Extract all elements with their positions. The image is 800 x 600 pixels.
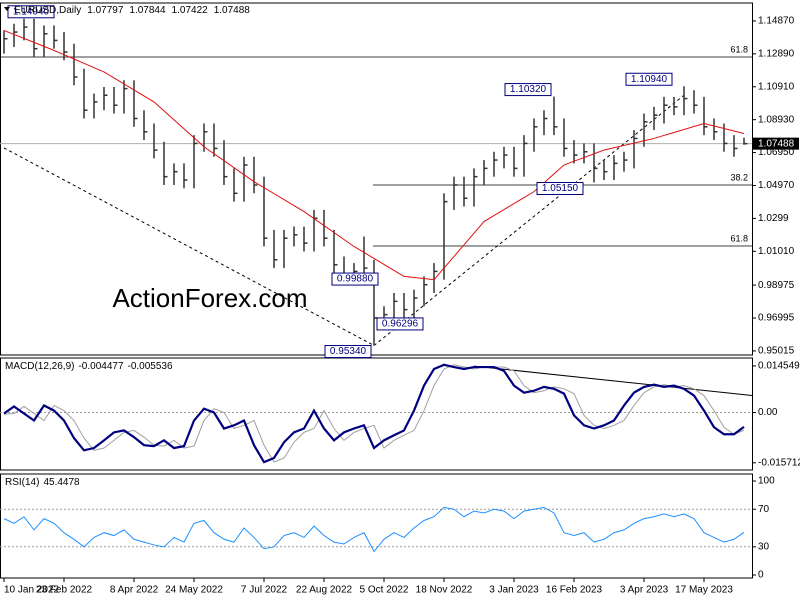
indicator-line xyxy=(3,363,745,464)
panel-frame xyxy=(0,2,753,356)
ohlc-value: 1.07797 xyxy=(87,5,124,16)
y-tick-label: 1.04970 xyxy=(758,180,795,191)
x-tick-label: 7 Jul 2022 xyxy=(241,585,288,596)
indicator-value: -0.004477 xyxy=(78,361,123,372)
trendline xyxy=(473,365,753,397)
trendline xyxy=(373,94,685,346)
x-tick-label: 16 Feb 2023 xyxy=(546,585,603,596)
y-tick-label: 0.00 xyxy=(758,407,778,418)
price-annotation: 0.99880 xyxy=(337,274,374,285)
y-tick-label: 30 xyxy=(758,541,770,552)
trendline xyxy=(3,147,375,346)
y-tick-label: 0.95015 xyxy=(758,346,795,357)
price-annotation: 1.10940 xyxy=(631,74,668,85)
panel-frame xyxy=(0,473,753,579)
indicator-header: MACD(12,26,9) -0.004477 -0.005536 xyxy=(5,361,173,372)
x-tick-label: 3 Jan 2023 xyxy=(489,585,539,596)
chart-header: EURUSD,Daily 1.07797 1.07844 1.07422 1.07488 xyxy=(14,5,250,16)
x-tick-label: 8 Apr 2022 xyxy=(110,585,159,596)
symbol: EURUSD,Daily xyxy=(14,5,81,16)
indicator-header: RSI(14) 45.4478 xyxy=(5,477,80,488)
y-tick-label: 100 xyxy=(758,476,775,487)
current-price-label: 1.07488 xyxy=(758,138,795,149)
y-tick-label: 1.14870 xyxy=(758,16,795,27)
ohlc-value: 1.07488 xyxy=(214,5,251,16)
y-tick-label: -0.015712 xyxy=(758,457,800,468)
x-tick-label: 24 May 2022 xyxy=(165,585,223,596)
fib-label: 61.8 xyxy=(730,44,748,54)
x-tick-label: 10 Jan 2022 xyxy=(4,585,59,596)
indicator-line xyxy=(3,506,745,553)
y-tick-label: 1.01010 xyxy=(758,246,795,257)
y-tick-label: 0 xyxy=(758,570,764,581)
price-annotation-box xyxy=(331,272,379,286)
y-tick-label: 0.98975 xyxy=(758,280,795,291)
x-tick-label: 22 Aug 2022 xyxy=(296,585,353,596)
price-annotation-box xyxy=(324,345,372,359)
price-annotation: 1.14940 xyxy=(13,6,50,17)
y-tick-label: 1.10910 xyxy=(758,81,795,92)
fib-label: 61.8 xyxy=(730,233,748,243)
price-annotation: 1.05150 xyxy=(542,183,579,194)
price-annotation-box xyxy=(536,181,584,195)
price-annotation: 0.95340 xyxy=(330,346,367,357)
price-annotation-box xyxy=(625,72,673,86)
price-annotation: 0.96296 xyxy=(382,319,419,330)
x-tick-label: 23 Feb 2022 xyxy=(36,585,93,596)
price-annotation-box xyxy=(504,83,552,97)
indicator-title: MACD(12,26,9) xyxy=(5,361,74,372)
y-tick-label: 0.014549 xyxy=(758,361,800,372)
price-annotation-box xyxy=(7,5,55,19)
indicator-value: -0.005536 xyxy=(128,361,173,372)
header-arrow xyxy=(4,7,10,11)
x-tick-label: 18 Nov 2022 xyxy=(416,585,473,596)
ohlc-value: 1.07422 xyxy=(172,5,209,16)
y-tick-label: 70 xyxy=(758,504,770,515)
y-tick-label: 1.12890 xyxy=(758,48,795,59)
y-tick-label: 1.06950 xyxy=(758,147,795,158)
watermark: ActionForex.com xyxy=(112,283,307,313)
ohlc-value: 1.07844 xyxy=(129,5,166,16)
x-tick-label: 17 May 2023 xyxy=(675,585,733,596)
y-tick-label: 1.0299 xyxy=(758,213,789,224)
moving-average xyxy=(3,29,745,281)
price-annotation-box xyxy=(376,317,424,331)
current-price-box xyxy=(753,137,799,150)
price-annotation: 1.10320 xyxy=(510,84,547,95)
panel-frame xyxy=(0,357,753,471)
y-tick-label: 0.96995 xyxy=(758,313,795,324)
indicator-title: RSI(14) xyxy=(5,477,39,488)
x-tick-label: 5 Oct 2022 xyxy=(360,585,409,596)
y-tick-label: 1.08930 xyxy=(758,114,795,125)
indicator-value: 45.4478 xyxy=(43,477,80,488)
x-tick-label: 3 Apr 2023 xyxy=(620,585,669,596)
fib-label: 38.2 xyxy=(730,172,748,182)
